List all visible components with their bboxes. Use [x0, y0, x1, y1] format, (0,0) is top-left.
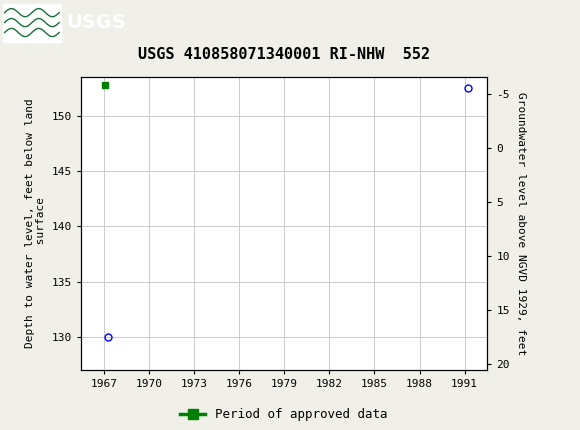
Y-axis label: Groundwater level above NGVD 1929, feet: Groundwater level above NGVD 1929, feet [516, 92, 527, 355]
Bar [3, 3, 61, 42]
Text: USGS 410858071340001 RI-NHW  552: USGS 410858071340001 RI-NHW 552 [138, 47, 430, 62]
Y-axis label: Depth to water level, feet below land
 surface: Depth to water level, feet below land su… [25, 99, 46, 348]
Legend: Period of approved data: Period of approved data [175, 403, 393, 427]
Text: USGS: USGS [67, 13, 126, 32]
